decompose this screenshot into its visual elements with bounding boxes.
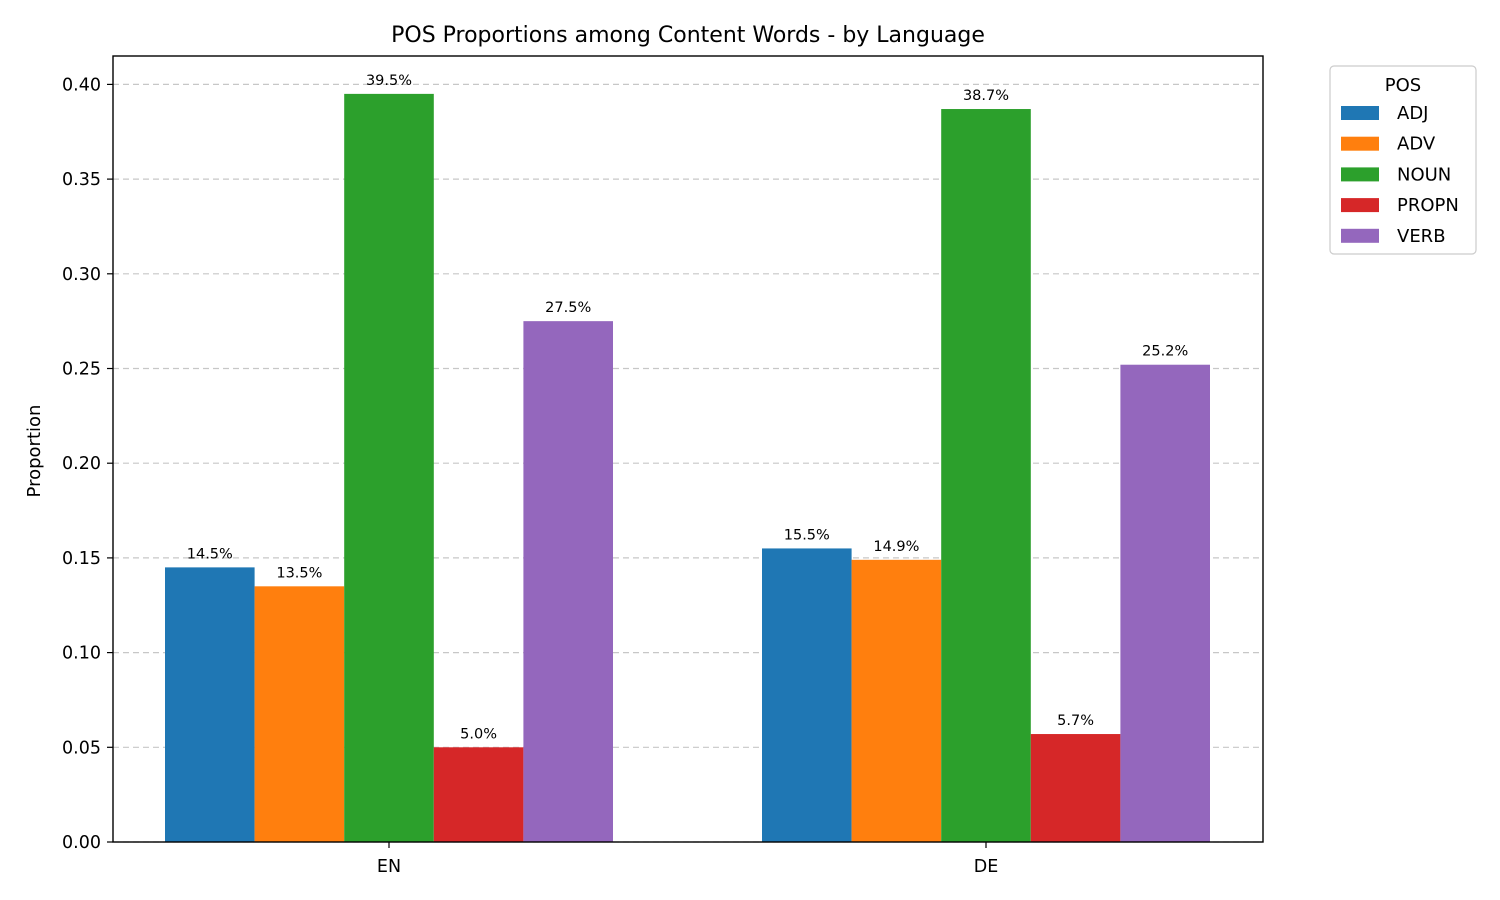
y-tick-label: 0.15 <box>62 549 101 569</box>
bars <box>165 93 1210 843</box>
legend-label-verb: VERB <box>1397 226 1446 247</box>
y-tick-label: 0.40 <box>62 75 101 95</box>
data-labels: 14.5% 15.5% 13.5% 14.9% 39.5% 38.7% 5.0% 5.7% 27… <box>187 73 1188 742</box>
y-tick-label: 0.05 <box>62 738 101 758</box>
y-tick-label: 0.00 <box>62 833 101 853</box>
bar-verb-en <box>523 321 613 842</box>
y-axis-label: Proportion <box>24 405 45 498</box>
bar-propn-en <box>433 747 524 842</box>
data-label: 25.2% <box>1142 344 1188 360</box>
y-tick-label: 0.30 <box>62 265 101 285</box>
bar-verb-de <box>1120 364 1210 842</box>
legend-label-adj: ADJ <box>1397 103 1428 124</box>
chart-title: POS Proportions among Content Words - by… <box>391 23 985 48</box>
data-label: 5.0% <box>460 726 497 742</box>
data-label: 13.5% <box>276 565 322 581</box>
x-tick-label: EN <box>377 857 401 877</box>
y-tick-label: 0.10 <box>62 644 101 664</box>
bar-propn-de <box>1030 734 1121 842</box>
legend-swatch-adj <box>1341 106 1379 120</box>
bar-noun-en <box>344 93 434 842</box>
legend-swatch-propn <box>1341 198 1379 213</box>
legend-label-noun: NOUN <box>1397 164 1451 185</box>
data-label: 5.7% <box>1057 713 1094 729</box>
bar-noun-de <box>941 109 1031 843</box>
x-tick-label: DE <box>974 857 999 877</box>
data-label: 15.5% <box>784 527 830 543</box>
bar-adv-en <box>254 586 345 842</box>
legend-label-propn: PROPN <box>1397 195 1459 216</box>
data-label: 39.5% <box>366 73 412 89</box>
legend-title: POS <box>1385 75 1421 96</box>
bar-adj-de <box>762 548 852 842</box>
legend-swatch-verb <box>1341 228 1379 243</box>
y-tick-label: 0.25 <box>62 360 101 380</box>
legend-label-adv: ADV <box>1397 134 1436 155</box>
data-label: 14.5% <box>187 546 233 562</box>
bar-adj-en <box>165 567 255 842</box>
legend: POS ADJ ADV NOUN PROPN VERB <box>1329 65 1477 255</box>
legend-swatch-noun <box>1341 167 1379 182</box>
axes: 0.00 0.05 0.10 0.15 0.20 0.25 0.30 0.35 0.40 EN DE <box>62 55 1264 877</box>
data-label: 14.9% <box>873 539 919 555</box>
y-tick-label: 0.20 <box>62 454 101 474</box>
data-label: 27.5% <box>545 300 591 316</box>
data-label: 38.7% <box>963 88 1009 104</box>
bar-adv-de <box>851 559 942 842</box>
plot-frame <box>112 55 1264 843</box>
y-tick-label: 0.35 <box>62 170 101 190</box>
legend-swatch-adv <box>1341 136 1379 151</box>
